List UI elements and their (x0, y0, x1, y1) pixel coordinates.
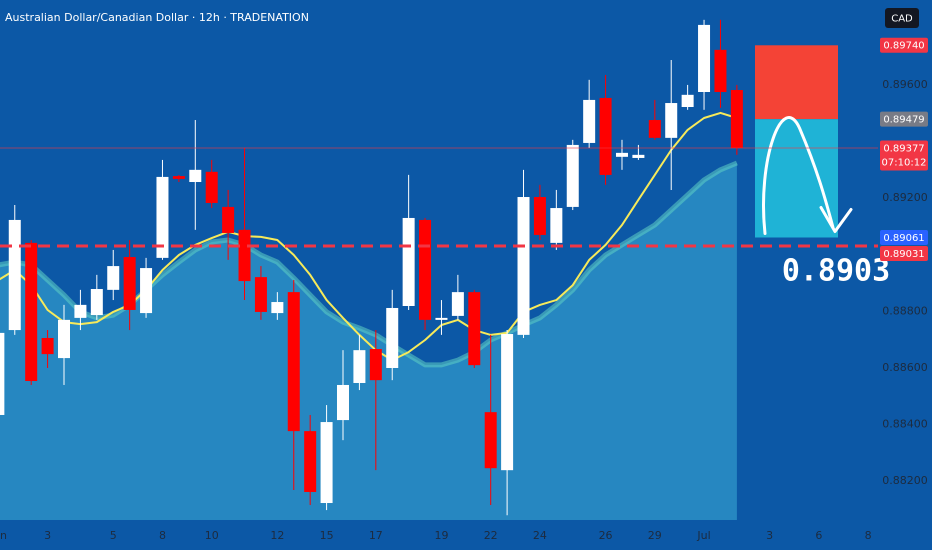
y-tick-label: 0.88200 (882, 474, 928, 487)
candle-body (599, 97, 612, 175)
candle-body (468, 292, 481, 366)
target-zone (755, 119, 838, 238)
candle-body (287, 292, 300, 432)
candle-body (402, 217, 415, 306)
candle-body (484, 412, 497, 469)
candle-body (648, 120, 661, 138)
candle-body (8, 219, 21, 331)
candle-body (123, 257, 136, 310)
stop-zone (755, 45, 838, 120)
level-annotation: 0.8903 (782, 253, 890, 288)
candle-body (501, 334, 514, 471)
x-tick-label: 3 (766, 529, 773, 542)
y-tick-label: 0.88600 (882, 361, 928, 374)
x-tick-label: 24 (533, 529, 547, 542)
x-tick-label: 10 (205, 529, 219, 542)
candle-body (419, 219, 432, 320)
price-tag (880, 229, 928, 245)
candle-body (58, 319, 71, 359)
candle-body (107, 266, 120, 290)
ma-line (0, 160, 738, 368)
plot-area (0, 19, 878, 520)
candle-body (615, 152, 628, 157)
candle-body (353, 350, 366, 383)
candle-body (238, 229, 251, 282)
x-tick-label: 8 (159, 529, 166, 542)
candle-body (304, 431, 317, 492)
candle-body (550, 208, 563, 243)
x-tick-label: 12 (270, 529, 284, 542)
x-tick-label: 29 (648, 529, 662, 542)
candle-body (714, 49, 727, 92)
candle-body (566, 144, 579, 207)
y-tick-label: 0.89600 (882, 78, 928, 91)
ma-line (0, 111, 738, 362)
candle-body (271, 302, 284, 314)
candle-body (583, 99, 596, 143)
candle-body (681, 94, 694, 108)
candle-body (172, 176, 185, 179)
price-tag (880, 140, 928, 171)
candle-body (140, 268, 153, 314)
candle-body (25, 242, 38, 382)
price-tag (880, 111, 928, 127)
price-tag (880, 37, 928, 53)
price-tag-label: 0.89061 (883, 233, 924, 244)
overlay: 0.8903 Australian Dollar/Canadian Dollar … (0, 8, 928, 542)
candle-body (698, 24, 711, 92)
candle-body (451, 292, 464, 316)
price-tag-label: 0.89031 (883, 249, 924, 260)
y-tick-label: 0.88400 (882, 418, 928, 431)
countdown: 07:10:12 (882, 158, 927, 169)
candle-body (189, 169, 202, 183)
x-tick-label: Jul (696, 529, 710, 542)
x-tick-label: Jun (0, 529, 7, 542)
forecast-arrow (762, 116, 835, 235)
candle-body (665, 103, 678, 138)
y-tick-label: 0.88800 (882, 304, 928, 317)
candle-body (369, 349, 382, 381)
candle-body (336, 384, 349, 421)
x-tick-label: 15 (320, 529, 334, 542)
x-tick-label: 8 (865, 529, 872, 542)
currency-badge (885, 8, 919, 28)
candle-body (254, 277, 267, 312)
candle-body (205, 171, 218, 203)
forecast-arrowhead (819, 205, 853, 233)
candle-body (435, 317, 448, 320)
y-tick-label: 0.89200 (882, 191, 928, 204)
chart-title: Australian Dollar/Canadian Dollar · 12h … (5, 11, 309, 24)
candle-body (90, 289, 103, 316)
candle-body (222, 206, 235, 233)
x-tick-label: 22 (484, 529, 498, 542)
candle-body (74, 304, 87, 318)
candle-body (730, 90, 743, 149)
price-tag-label: 0.89377 (883, 143, 924, 154)
x-tick-label: 5 (110, 529, 117, 542)
x-tick-label: 17 (369, 529, 383, 542)
price-tag-label: 0.89479 (883, 114, 924, 125)
candle-body (632, 154, 645, 158)
candle-body (386, 307, 399, 368)
candle-body (320, 422, 333, 504)
x-tick-label: 19 (434, 529, 448, 542)
x-tick-label: 26 (599, 529, 613, 542)
price-tag-label: 0.89740 (883, 41, 924, 52)
x-tick-label: 6 (815, 529, 822, 542)
candle-body (156, 176, 169, 258)
x-tick-label: 3 (44, 529, 51, 542)
currency-label: CAD (891, 14, 913, 25)
candle-body (533, 197, 546, 235)
price-tag (880, 245, 928, 261)
candle-body (0, 332, 5, 415)
ma-area (0, 163, 737, 520)
candle-body (517, 197, 530, 335)
candle-body (41, 337, 54, 355)
